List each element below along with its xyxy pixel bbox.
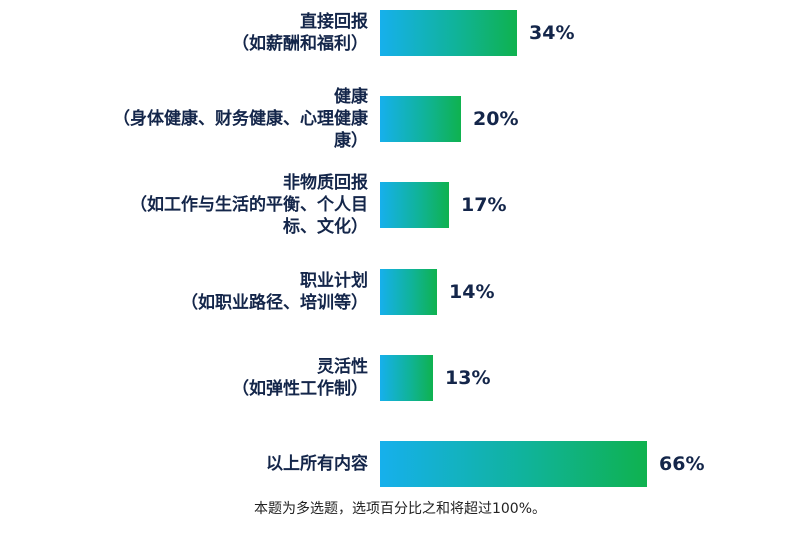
category-label-line: 标、文化） [283,217,368,237]
value-label-2: 20% [473,108,519,130]
category-label-line: 灵活性 [317,357,368,377]
category-label-line: （如弹性工作制） [232,379,368,399]
bar-6 [380,441,647,487]
category-label-line: 健康 [334,87,368,107]
category-label-1: 直接回报 （如薪酬和福利） [232,11,368,55]
bar-4 [380,269,437,315]
category-label-line: （如职业路径、培训等） [181,293,368,313]
bar-3 [380,182,449,228]
category-label-2: 健康 （身体健康、财务健康、心理健康 康） [113,86,368,152]
value-label-3: 17% [461,194,507,216]
bar-2 [380,96,461,142]
category-label-line: 职业计划 [300,271,368,291]
bar-5 [380,355,433,401]
footnote: 本题为多选题，选项百分比之和将超过100%。 [253,501,547,517]
value-label-1: 34% [529,22,575,44]
category-label-line: 以上所有内容 [266,454,368,474]
bar-1 [380,10,517,56]
category-label-line: （如工作与生活的平衡、个人目 [130,195,368,215]
category-label-line: （如薪酬和福利） [232,34,368,54]
category-label-line: 康） [334,131,368,151]
value-label-6: 66% [659,453,705,475]
bar-chart: 34% 直接回报 （如薪酬和福利） 20% 健康 （身体健康、财务健康、心理健康 康） 17%… [113,10,705,487]
category-label-3: 非物质回报 （如工作与生活的平衡、个人目 标、文化） [130,172,368,238]
category-label-line: 直接回报 [300,12,368,32]
category-label-4: 职业计划 （如职业路径、培训等） [181,270,368,314]
value-label-5: 13% [445,367,491,389]
category-label-line: （身体健康、财务健康、心理健康 [113,109,368,129]
category-label-6: 以上所有内容 [266,453,368,475]
category-label-line: 非物质回报 [283,173,368,193]
value-label-4: 14% [449,281,495,303]
category-label-5: 灵活性 （如弹性工作制） [232,356,368,400]
